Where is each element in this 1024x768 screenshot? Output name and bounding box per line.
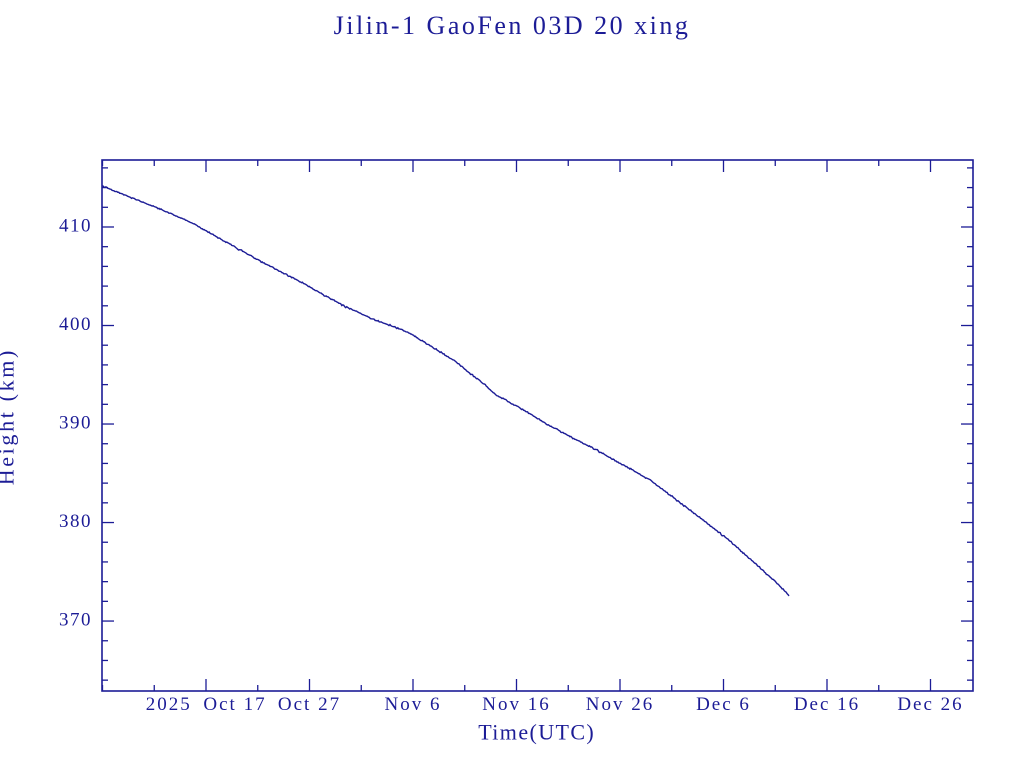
svg-text:Nov 16: Nov 16	[482, 694, 550, 715]
svg-text:Dec 16: Dec 16	[794, 694, 860, 715]
svg-text:Dec 6: Dec 6	[696, 694, 751, 715]
svg-text:Oct 17: Oct 17	[203, 694, 266, 715]
svg-text:Dec 26: Dec 26	[897, 694, 963, 715]
svg-text:380: 380	[59, 511, 92, 532]
svg-text:Jilin-1 GaoFen 03D 20 xing: Jilin-1 GaoFen 03D 20 xing	[334, 11, 691, 40]
svg-text:2025: 2025	[146, 694, 192, 715]
svg-text:Nov 6: Nov 6	[385, 694, 442, 715]
svg-text:Oct 27: Oct 27	[278, 694, 341, 715]
svg-text:390: 390	[59, 412, 92, 433]
svg-text:410: 410	[59, 215, 92, 236]
svg-text:400: 400	[59, 314, 92, 335]
svg-text:Nov 26: Nov 26	[586, 694, 654, 715]
svg-text:370: 370	[59, 609, 92, 630]
svg-text:Time(UTC): Time(UTC)	[478, 719, 595, 744]
svg-text:Height (km): Height (km)	[0, 348, 19, 485]
